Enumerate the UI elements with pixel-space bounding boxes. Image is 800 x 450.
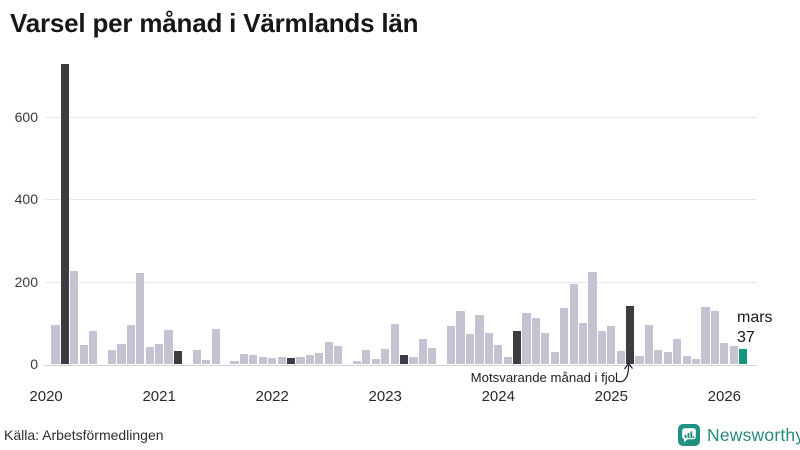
chart-title: Varsel per månad i Värmlands län [10,8,419,38]
bar-2024-5 [531,318,541,364]
bar-2023-10 [465,333,475,364]
bar-2026-3 [739,348,748,364]
bar-2023-3 [399,354,409,364]
bar-2025-4 [635,355,644,364]
bar-2025-3 [626,305,635,364]
bar-2023-8 [447,326,456,364]
y-tick-label-200: 200 [14,273,38,290]
bar-2025-6 [654,349,663,364]
bar-2026-2 [729,345,738,364]
bar-2025-2 [616,350,625,364]
x-tick-label-2020: 2020 [29,388,63,405]
bar-2025-1 [607,326,616,364]
bar-2021-3 [173,351,183,364]
bar-2025-5 [644,324,654,364]
annotation-label: Motsvarande månad i fjol [470,370,618,385]
newsworthy-wordmark: Newsworthy [707,424,800,445]
bar-2022-2 [277,357,286,364]
bar-2021-12 [258,357,267,364]
bar-2021-6 [202,359,211,364]
bar-2020-9 [117,343,126,364]
current-bar-value: 37 [737,329,755,346]
bar-2020-6 [89,331,98,364]
bar-2022-4 [296,357,305,364]
bar-2021-2 [164,329,173,364]
x-tick-label-2025: 2025 [594,388,628,405]
bar-2023-12 [484,332,493,364]
x-tick-label-2022: 2022 [255,388,289,405]
bar-2026-1 [720,343,729,364]
current-bar-month: mars [737,309,773,326]
x-axis-line [44,364,757,366]
bar-2023-11 [475,315,484,364]
bar-2024-8 [560,307,569,364]
bar-2022-3 [286,358,296,364]
bar-2022-7 [324,342,333,364]
bar-2024-2 [503,356,512,364]
bar-2022-6 [315,353,324,364]
bar-2025-7 [663,352,672,364]
bar-2024-9 [569,283,578,364]
y-tick-label-400: 400 [14,191,38,208]
bar-2023-4 [409,357,418,364]
bar-2024-1 [494,345,503,364]
y-tick-label-0: 0 [30,356,38,372]
gridline-200 [44,281,757,283]
bar-2020-11 [136,272,145,364]
bar-2020-12 [145,346,154,364]
bar-2024-4 [522,313,531,364]
bar-2023-6 [428,347,437,364]
bar-2021-1 [155,344,164,364]
bar-2025-9 [682,355,691,364]
bar-2020-10 [126,324,135,364]
source-label: Källa: Arbetsförmedlingen [4,427,164,443]
y-tick-label-600: 600 [14,109,38,126]
bar-2022-5 [305,354,314,364]
bar-2022-10 [352,361,362,364]
current-bar-label: mars 37 [737,308,773,348]
bar-2021-10 [239,354,248,364]
bar-2024-7 [550,351,559,364]
bar-2020-5 [79,344,88,364]
x-tick-label-2024: 2024 [481,388,515,405]
bar-2021-9 [230,361,239,364]
bar-2024-11 [588,272,597,364]
bar-2020-4 [70,271,79,364]
newsworthy-badge-icon [678,424,700,446]
bar-2025-8 [673,338,682,364]
bar-2022-12 [371,359,380,364]
bar-2020-3 [60,63,70,364]
bar-2020-2 [51,324,60,364]
x-tick-label-2021: 2021 [142,388,176,405]
bar-2021-11 [249,355,258,364]
gridline-600 [44,117,757,119]
bar-2023-5 [418,339,427,364]
bar-2023-2 [390,323,399,364]
annotation-arrow-icon [616,362,634,383]
bar-2025-11 [701,307,710,364]
bar-2024-12 [597,331,606,364]
bar-2025-12 [710,311,719,364]
bar-2022-1 [268,358,277,364]
bar-2021-5 [192,349,201,364]
bar-2023-1 [381,349,390,364]
bar-2024-3 [513,330,522,364]
x-tick-label-2026: 2026 [707,388,742,405]
bar-2025-10 [691,359,701,364]
bar-2021-7 [211,329,220,364]
bar-2024-6 [541,332,550,364]
bar-2022-8 [334,345,343,364]
gridline-400 [44,199,757,201]
newsworthy-logo: Newsworthy [678,424,800,446]
x-tick-label-2023: 2023 [368,388,402,405]
bar-2022-11 [362,350,371,364]
bar-2020-8 [107,349,117,364]
bar-2024-10 [578,322,588,364]
bar-2023-9 [456,310,465,364]
